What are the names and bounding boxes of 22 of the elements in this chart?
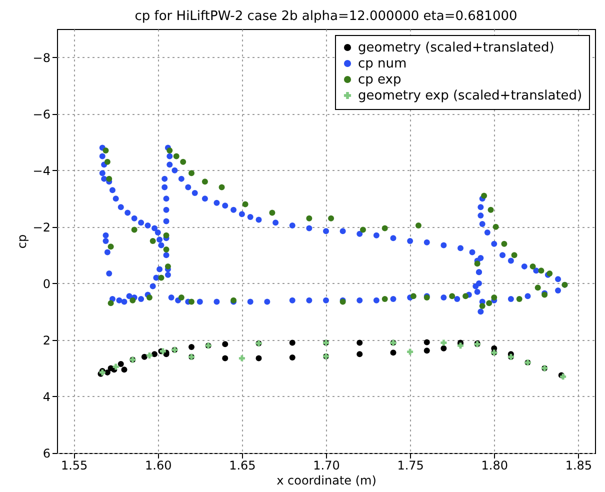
chart-title: cp for HiLiftPW-2 case 2b alpha=12.000000 eta=0.681000 bbox=[134, 9, 518, 24]
legend-label: cp num bbox=[358, 56, 407, 72]
y-tick-label: −6 bbox=[32, 107, 50, 122]
y-tick-label: −2 bbox=[32, 220, 50, 234]
x-axis-title: x coordinate (m) bbox=[276, 474, 376, 488]
legend-label: geometry (scaled+translated) bbox=[358, 40, 554, 56]
y-axis-title: cp bbox=[14, 234, 29, 249]
legend-label: cp exp bbox=[358, 72, 402, 88]
x-tick-label: 1.75 bbox=[397, 458, 424, 472]
y-tick-label: 0 bbox=[42, 276, 50, 291]
x-tick-label: 1.80 bbox=[481, 458, 508, 472]
x-tick-label: 1.60 bbox=[145, 458, 172, 472]
y-tick-label: −8 bbox=[32, 50, 50, 65]
y-tick-label: 2 bbox=[42, 333, 50, 348]
y-tick-label: 4 bbox=[42, 390, 50, 404]
y-tick-label: −4 bbox=[32, 164, 50, 178]
x-tick-label: 1.85 bbox=[565, 458, 592, 472]
y-tick-label: 6 bbox=[42, 446, 50, 460]
x-tick-label: 1.55 bbox=[60, 458, 88, 472]
legend-label: geometry exp (scaled+translated) bbox=[358, 88, 582, 104]
x-tick-label: 1.65 bbox=[229, 458, 256, 472]
x-tick-label: 1.70 bbox=[313, 458, 340, 472]
